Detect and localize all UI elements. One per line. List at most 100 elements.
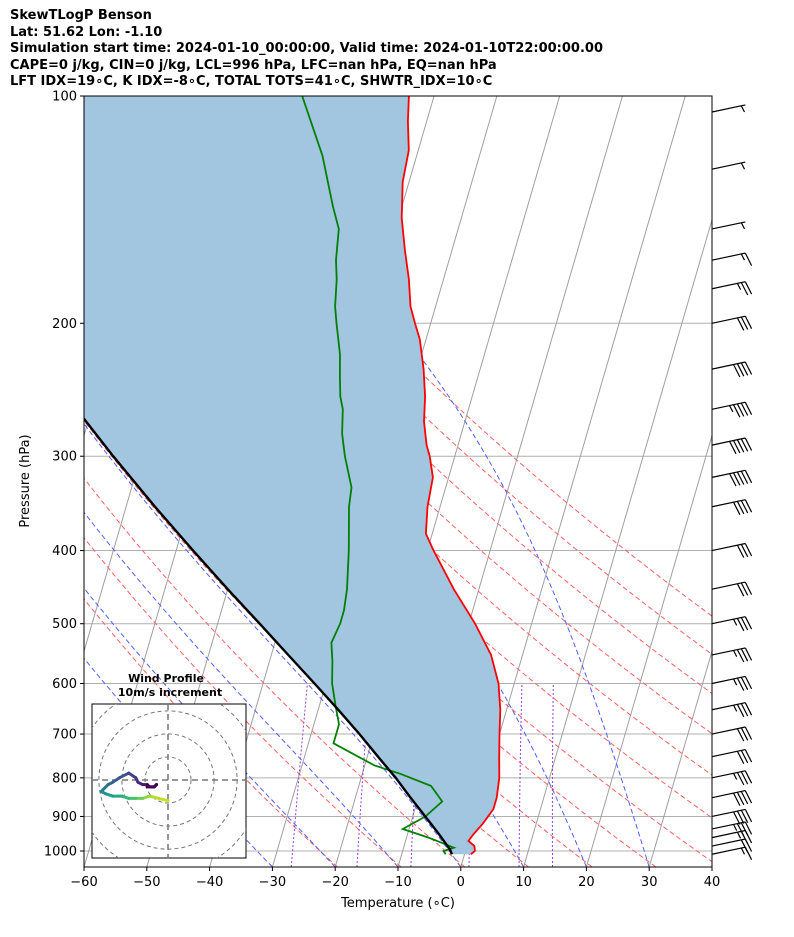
index-label: LFT IDX=19∘C, K IDX=-8∘C, TOTAL TOTS=41∘… — [10, 74, 493, 89]
barb-staff — [711, 749, 746, 758]
barb-flag — [740, 316, 749, 330]
x-tick-label: 30 — [641, 875, 658, 890]
dry-adiabat — [107, 96, 712, 695]
barb-staff — [711, 616, 746, 625]
x-tick-label: −60 — [70, 875, 97, 890]
barb-flag — [744, 702, 753, 716]
isotherm-line — [711, 865, 712, 867]
y-tick-label: 100 — [52, 90, 77, 105]
barb-flag — [744, 770, 753, 784]
barb-flag — [744, 790, 753, 804]
wind-barb — [711, 104, 746, 113]
barb-staff — [711, 808, 746, 818]
barb-staff — [711, 221, 746, 230]
y-tick-label: 600 — [52, 677, 77, 692]
barb-flag — [744, 749, 753, 763]
wind-barb — [711, 790, 753, 806]
barb-staff — [711, 675, 746, 685]
barb-flag — [736, 544, 745, 558]
wind-barb — [711, 647, 753, 663]
wind-barb — [711, 281, 753, 296]
barb-flag — [740, 677, 749, 690]
barb-flag — [736, 317, 745, 331]
dry-adiabat — [84, 155, 712, 776]
barb-flag — [732, 364, 741, 378]
hodograph-segment — [148, 794, 161, 800]
barb-staff — [711, 252, 746, 261]
wind-barb — [711, 675, 753, 691]
wind-barb — [711, 221, 746, 230]
barb-flag — [732, 501, 741, 515]
y-tick-label: 500 — [52, 617, 77, 632]
barb-flag — [736, 677, 745, 691]
barb-half-flag — [736, 283, 742, 290]
barb-half-flag — [732, 704, 738, 712]
wind-barb — [711, 726, 753, 742]
x-tick-label: −20 — [321, 875, 348, 890]
barb-flag — [744, 581, 753, 595]
barb-flag — [740, 438, 749, 452]
wind-barb — [711, 581, 753, 597]
barb-flag — [732, 472, 741, 486]
y-tick-label: 400 — [52, 544, 77, 559]
barb-flag — [740, 648, 749, 662]
parcel-line — [84, 416, 454, 855]
barb-staff — [711, 104, 746, 113]
x-tick-label: 10 — [515, 875, 532, 890]
barb-staff — [711, 469, 746, 478]
moist-adiabat — [84, 423, 462, 867]
barb-staff — [711, 499, 746, 508]
barb-staff — [711, 647, 746, 656]
barb-flag — [744, 726, 753, 740]
hodograph-inset: Wind Profile 10m/s increment — [91, 672, 247, 859]
barb-flag — [740, 470, 749, 484]
x-tick-label: −30 — [259, 875, 286, 890]
moist-adiabat — [84, 587, 336, 867]
barb-flag — [736, 618, 745, 632]
barb-flag — [736, 772, 745, 786]
x-axis-label: Temperature (∘C) — [340, 896, 455, 911]
barb-flag — [740, 727, 749, 741]
y-tick-label: 800 — [52, 771, 77, 786]
barb-staff — [711, 542, 746, 552]
barb-flag — [744, 809, 753, 823]
barb-flag — [740, 500, 749, 514]
barb-staff — [711, 829, 746, 839]
wind-barb — [711, 702, 753, 718]
barb-flag — [740, 582, 749, 596]
barb-flag — [736, 363, 745, 377]
barb-flag — [744, 401, 753, 415]
hodograph-frame — [91, 703, 247, 859]
barb-staff — [711, 846, 746, 855]
hodograph-segment — [118, 771, 131, 780]
barb-staff — [711, 401, 746, 410]
barb-flag — [732, 404, 741, 418]
moist-adiabat — [208, 96, 650, 867]
barb-flag — [736, 403, 745, 417]
dry-adiabat — [84, 477, 466, 867]
barb-flag — [744, 616, 753, 630]
barb-staff — [711, 838, 746, 847]
x-tick-label: −50 — [133, 875, 160, 890]
hodograph-subtitle: 10m/s increment — [118, 686, 222, 699]
y-tick-label: 900 — [52, 810, 77, 825]
barb-flag — [744, 499, 753, 513]
wind-barb — [711, 749, 753, 764]
barb-flag — [740, 750, 749, 764]
barb-half-flag — [732, 678, 738, 686]
mixing-ratio-line — [518, 683, 523, 867]
barb-flag — [736, 792, 745, 806]
x-tick-label: 20 — [578, 875, 595, 890]
barb-flag — [736, 704, 745, 718]
barb-staff — [711, 702, 746, 711]
barb-flag — [744, 543, 753, 557]
barb-staff — [711, 437, 746, 446]
barb-flag — [744, 315, 753, 329]
dry-adiabat — [84, 205, 712, 819]
barb-flag — [736, 471, 745, 485]
isotherm-line — [585, 433, 712, 867]
y-tick-label: 1000 — [44, 845, 77, 860]
wind-barb — [711, 401, 753, 418]
barb-flag — [736, 649, 745, 663]
